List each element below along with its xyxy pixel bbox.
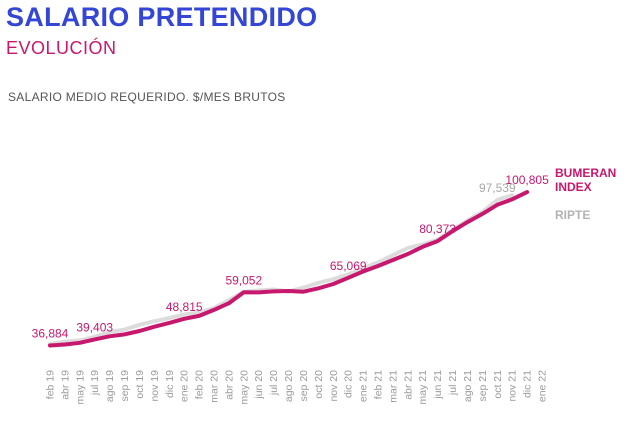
- x-tick-label: sep 20: [298, 370, 310, 402]
- x-tick-label: ago 20: [283, 370, 295, 402]
- x-tick-label: nov 19: [149, 370, 161, 402]
- x-tick-label: jul 19: [89, 370, 101, 396]
- data-label: 80,373: [419, 222, 456, 236]
- x-tick-label: dic 20: [343, 370, 355, 398]
- series-line-bumeran-index: [48, 190, 530, 348]
- x-tick-label: mar 21: [387, 370, 399, 403]
- x-tick-label: nov 21: [507, 370, 519, 402]
- data-label: 48,815: [166, 300, 203, 314]
- x-tick-label: ene 21: [358, 370, 370, 402]
- chart-title: SALARIO PRETENDIDO: [6, 2, 318, 32]
- x-tick-label: ago 21: [462, 370, 474, 402]
- chart-caption: SALARIO MEDIO REQUERIDO. $/MES BRUTOS: [8, 90, 286, 104]
- x-tick-label: dic 19: [164, 370, 176, 398]
- x-tick-label: jul 20: [268, 370, 280, 396]
- x-tick-label: may 21: [417, 370, 429, 405]
- x-tick-label: may 19: [74, 370, 86, 405]
- x-tick-label: feb 21: [373, 370, 385, 399]
- x-tick-label: feb 19: [45, 370, 57, 399]
- data-label: 65,069: [330, 259, 367, 273]
- x-tick-label: oct 21: [492, 370, 504, 399]
- x-tick-label: dic 21: [522, 370, 534, 398]
- x-tick-label: sep 21: [477, 370, 489, 402]
- x-tick-label: ene 20: [179, 370, 191, 402]
- data-label: 59,052: [225, 273, 262, 287]
- x-tick-label: abr 19: [59, 370, 71, 400]
- series-line-ripte: [48, 193, 515, 346]
- legend-ripte: RIPTE: [555, 208, 591, 222]
- chart-subtitle: EVOLUCIÓN: [6, 38, 117, 58]
- x-tick-label: jun 20: [253, 370, 265, 400]
- x-tick-label: jun 21: [432, 370, 444, 400]
- x-tick-label: ene 22: [537, 370, 549, 402]
- x-tick-label: ago 19: [104, 370, 116, 402]
- x-tick-label: sep 19: [119, 370, 131, 402]
- x-tick-label: feb 20: [194, 370, 206, 399]
- x-tick-label: oct 20: [313, 370, 325, 399]
- x-tick-label: abr 21: [402, 370, 414, 400]
- data-label: 36,884: [32, 327, 69, 341]
- data-label: 97,539: [479, 181, 516, 195]
- legend-bumeran-index: BUMERAN INDEX: [555, 166, 617, 194]
- x-tick-label: oct 19: [134, 370, 146, 399]
- x-tick-label: nov 20: [328, 370, 340, 402]
- x-tick-label: mar 20: [209, 370, 221, 403]
- data-label: 100,805: [505, 173, 549, 187]
- data-label: 39,403: [76, 320, 113, 334]
- x-tick-label: may 20: [238, 370, 250, 405]
- x-tick-label: jul 21: [447, 370, 459, 396]
- x-tick-label: abr 20: [223, 370, 235, 400]
